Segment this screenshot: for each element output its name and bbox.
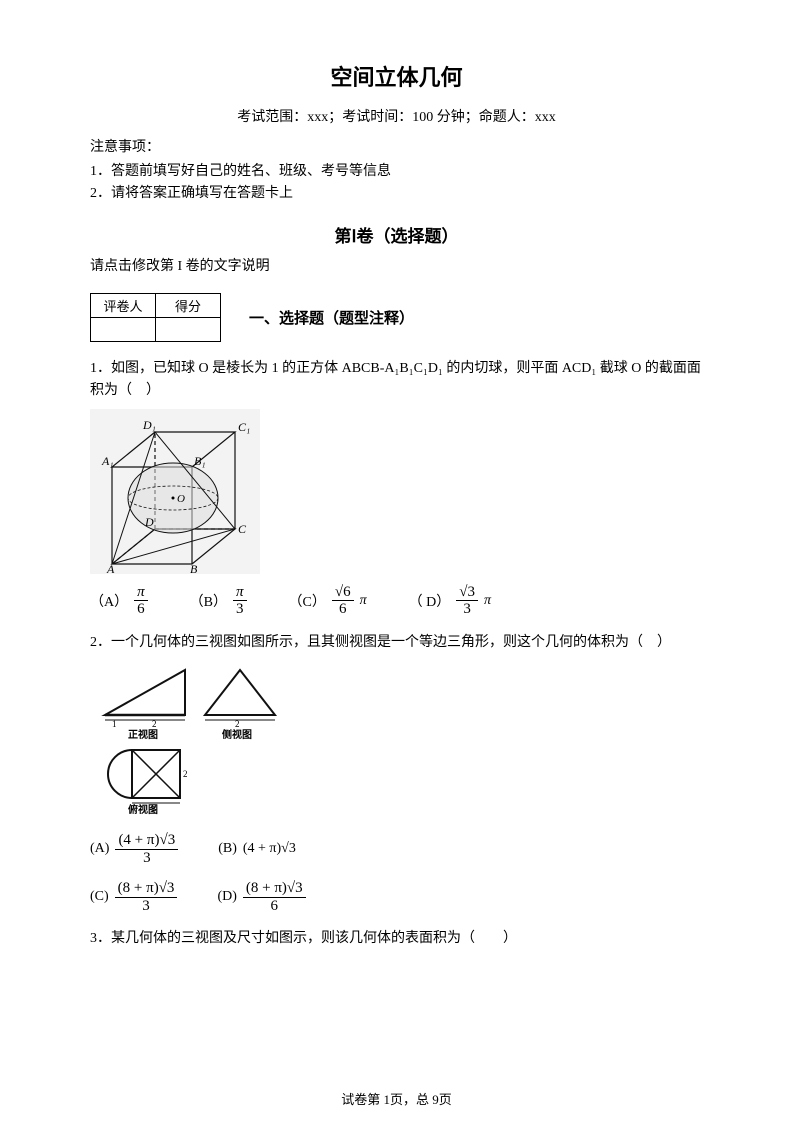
q2-b-inline: (4 + π)√3 (243, 841, 296, 857)
page-footer: 试卷第 1页，总 9页 (0, 1089, 793, 1108)
q1-c-num: √6 (332, 584, 354, 602)
notice-label: 注意事项： (90, 136, 703, 156)
exam-subtitle: 考试范围：xxx；考试时间：100 分钟；命题人：xxx (90, 106, 703, 126)
question-3-text: 3．某几何体的三视图及尺寸如图示，则该几何体的表面积为（ ） (90, 928, 703, 950)
volume-header: 第Ⅰ卷（选择题） (90, 222, 703, 247)
svg-text:A: A (106, 562, 115, 574)
three-view-diagram-icon: 1 2 正视图 2 侧视图 2 2 俯视图 (90, 660, 300, 815)
score-cell-score (156, 318, 221, 342)
q1-d-num: √3 (456, 584, 478, 602)
q1-b-num: π (233, 584, 247, 602)
q2-d-num: (8 + π)√3 (243, 880, 306, 898)
q2-c-label: (C) (90, 889, 109, 905)
q2-choice-a: (A) (4 + π)√33 (90, 832, 178, 866)
q2-b-label: (B) (218, 841, 237, 857)
svg-text:D: D (144, 515, 154, 529)
question-2-text: 2．一个几何体的三视图如图所示，且其侧视图是一个等边三角形，则这个几何的体积为（… (90, 632, 703, 654)
q1-choice-b-label: （B） (190, 591, 227, 611)
q1-d-suffix: π (484, 593, 491, 609)
q1-c-suffix: π (360, 593, 367, 609)
q2-choice-c: (C) (8 + π)√33 (90, 880, 177, 914)
q2-a-den: 3 (140, 850, 154, 867)
question-1-text: 1．如图，已知球 O 是棱长为 1 的正方体 ABCB-A₁B₁C₁D₁ 的内切… (90, 358, 703, 403)
svg-text:A₁: A₁ (101, 454, 114, 468)
q1-choice-c-label: （C） (289, 591, 326, 611)
q1-choice-c: （C） √66 π (289, 584, 367, 618)
q1-c-den: 6 (336, 601, 350, 618)
question-1-figure: O A B C D A₁ B₁ C₁ D₁ (90, 409, 703, 574)
q1-choice-d-label: （ D） (409, 591, 451, 611)
svg-text:B: B (190, 562, 198, 574)
q2-a-label: (A) (90, 841, 109, 857)
q1-choice-d: （ D） √33 π (409, 584, 491, 618)
q2-c-den: 3 (139, 898, 153, 915)
q2-d-den: 6 (268, 898, 282, 915)
q1-a-den: 6 (134, 601, 148, 618)
score-header-score: 得分 (156, 294, 221, 318)
svg-text:俯视图: 俯视图 (128, 803, 158, 815)
question-2-figure: 1 2 正视图 2 侧视图 2 2 俯视图 (90, 660, 703, 820)
svg-text:O: O (177, 493, 185, 505)
score-cell-grader (91, 318, 156, 342)
q2-c-num: (8 + π)√3 (115, 880, 178, 898)
svg-text:C₁: C₁ (238, 420, 250, 434)
score-table: 评卷人 得分 (90, 293, 221, 342)
svg-text:D₁: D₁ (142, 418, 156, 432)
q1-d-den: 3 (460, 601, 474, 618)
q2-choice-b: (B) (4 + π)√3 (218, 841, 296, 857)
svg-text:正视图: 正视图 (128, 728, 158, 741)
svg-text:侧视图: 侧视图 (222, 728, 252, 741)
q2-a-num: (4 + π)√3 (115, 832, 178, 850)
cube-sphere-diagram-icon: O A B C D A₁ B₁ C₁ D₁ (90, 409, 260, 574)
question-1-choices: （A） π6 （B） π3 （C） √66 π （ D） √33 π (90, 584, 703, 618)
notice-item-1: 1．答题前填写好自己的姓名、班级、考号等信息 (90, 160, 703, 180)
section-title: 一、选择题（题型注释） (249, 307, 414, 328)
q1-b-den: 3 (233, 601, 247, 618)
svg-text:2: 2 (235, 719, 240, 729)
notice-item-2: 2．请将答案正确填写在答题卡上 (90, 182, 703, 202)
svg-text:1: 1 (112, 719, 117, 729)
q1-choice-a-label: （A） (90, 591, 128, 611)
q2-d-label: (D) (217, 889, 236, 905)
svg-text:2: 2 (183, 769, 188, 779)
edit-hint: 请点击修改第 I 卷的文字说明 (90, 255, 703, 275)
q2-choice-d: (D) (8 + π)√36 (217, 880, 305, 914)
svg-text:B₁: B₁ (194, 454, 206, 468)
q1-choice-a: （A） π6 (90, 584, 148, 618)
page-title: 空间立体几何 (90, 60, 703, 92)
svg-text:C: C (238, 522, 247, 536)
score-row: 评卷人 得分 一、选择题（题型注释） (90, 293, 703, 342)
q1-a-num: π (134, 584, 148, 602)
q1-choice-b: （B） π3 (190, 584, 247, 618)
score-header-grader: 评卷人 (91, 294, 156, 318)
question-2-choices: (A) (4 + π)√33 (B) (4 + π)√3 (C) (8 + π)… (90, 832, 703, 914)
svg-text:2: 2 (152, 719, 157, 729)
